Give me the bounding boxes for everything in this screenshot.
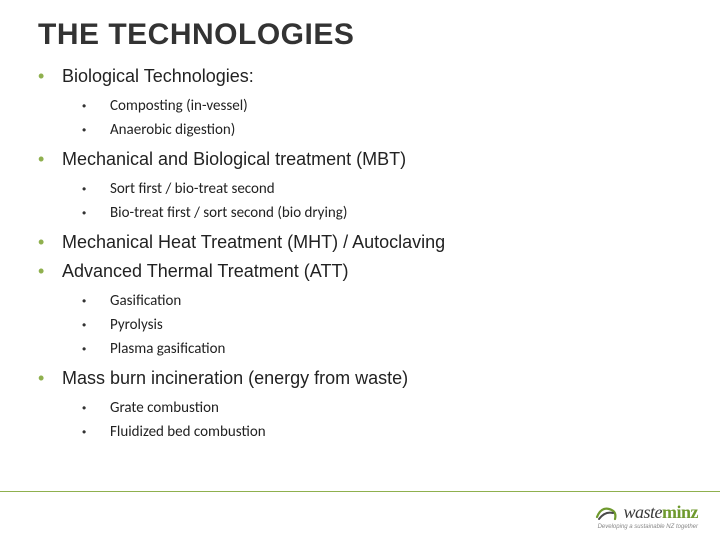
slide-content: THE TECHNOLOGIES • Biological Technologi… (0, 0, 720, 441)
list-row: • Advanced Thermal Treatment (ATT) (38, 261, 682, 282)
list-item-label: Advanced Thermal Treatment (ATT) (62, 261, 348, 282)
bullet-icon: • (82, 295, 110, 307)
list-item-label: Mass burn incineration (energy from wast… (62, 368, 408, 389)
list-item: • Fluidized bed combustion (82, 423, 682, 441)
list-item: • Sort first / bio-treat second (82, 180, 682, 198)
list-row: • Mechanical and Biological treatment (M… (38, 149, 682, 170)
list-item: • Mass burn incineration (energy from wa… (38, 368, 682, 441)
list-item: • Pyrolysis (82, 316, 682, 334)
list-item-label: Fluidized bed combustion (110, 423, 266, 441)
list-item-label: Sort first / bio-treat second (110, 180, 275, 198)
logo-swirl-icon (593, 501, 621, 523)
bullet-list-level1: • Biological Technologies: • Composting … (38, 66, 682, 441)
footer-divider (0, 491, 720, 492)
logo-waste-text: waste (623, 502, 662, 522)
brand-logo: wasteminz Developing a sustainable NZ to… (593, 501, 698, 530)
list-item-label: Biological Technologies: (62, 66, 254, 87)
list-row: • Mechanical Heat Treatment (MHT) / Auto… (38, 232, 682, 253)
bullet-icon: • (38, 369, 62, 387)
bullet-list-level2: • Composting (in-vessel) • Anaerobic dig… (82, 97, 682, 139)
bullet-icon: • (38, 150, 62, 168)
bullet-list-level2: • Grate combustion • Fluidized bed combu… (82, 399, 682, 441)
bullet-icon: • (82, 402, 110, 414)
bullet-icon: • (82, 183, 110, 195)
list-item: • Grate combustion (82, 399, 682, 417)
list-item-label: Pyrolysis (110, 316, 163, 334)
list-item-label: Gasification (110, 292, 181, 310)
bullet-icon: • (38, 233, 62, 251)
list-item: • Biological Technologies: • Composting … (38, 66, 682, 139)
list-item: • Composting (in-vessel) (82, 97, 682, 115)
bullet-icon: • (38, 67, 62, 85)
bullet-icon: • (82, 100, 110, 112)
list-item: • Anaerobic digestion) (82, 121, 682, 139)
list-item-label: Anaerobic digestion) (110, 121, 235, 139)
list-item: • Mechanical and Biological treatment (M… (38, 149, 682, 222)
list-item: • Bio-treat first / sort second (bio dry… (82, 204, 682, 222)
bullet-icon: • (82, 343, 110, 355)
list-row: • Mass burn incineration (energy from wa… (38, 368, 682, 389)
bullet-icon: • (82, 426, 110, 438)
list-item-label: Mechanical and Biological treatment (MBT… (62, 149, 406, 170)
logo-tagline: Developing a sustainable NZ together (598, 524, 698, 530)
list-item-label: Grate combustion (110, 399, 219, 417)
list-item-label: Bio-treat first / sort second (bio dryin… (110, 204, 347, 222)
bullet-icon: • (82, 207, 110, 219)
bullet-list-level2: • Sort first / bio-treat second • Bio-tr… (82, 180, 682, 222)
list-item-label: Plasma gasification (110, 340, 225, 358)
logo-text: wasteminz (623, 502, 698, 523)
slide-title: THE TECHNOLOGIES (38, 18, 682, 52)
list-item-label: Mechanical Heat Treatment (MHT) / Autocl… (62, 232, 445, 253)
list-item: • Gasification (82, 292, 682, 310)
list-item: • Advanced Thermal Treatment (ATT) • Gas… (38, 261, 682, 358)
list-item: • Plasma gasification (82, 340, 682, 358)
list-item-label: Composting (in-vessel) (110, 97, 248, 115)
list-item: • Mechanical Heat Treatment (MHT) / Auto… (38, 232, 682, 253)
bullet-icon: • (38, 262, 62, 280)
logo-main: wasteminz (593, 501, 698, 523)
bullet-list-level2: • Gasification • Pyrolysis • Plasma gasi… (82, 292, 682, 358)
bullet-icon: • (82, 124, 110, 136)
list-row: • Biological Technologies: (38, 66, 682, 87)
logo-minz-text: minz (662, 502, 698, 522)
bullet-icon: • (82, 319, 110, 331)
